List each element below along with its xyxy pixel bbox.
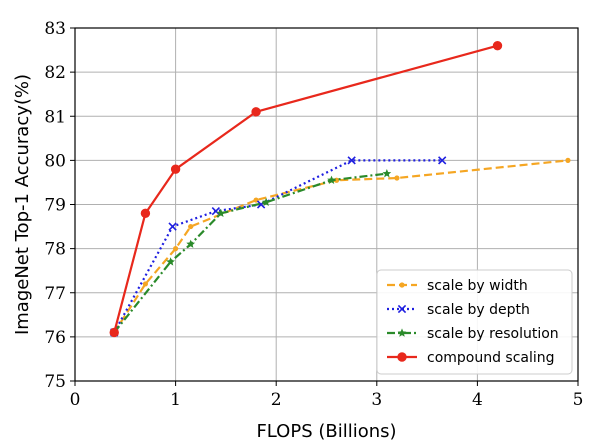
data-point	[397, 304, 407, 314]
legend-item: scale by depth	[387, 302, 530, 318]
legend-box	[376, 269, 573, 375]
y-tick-label: 75	[44, 372, 66, 392]
data-point	[109, 327, 119, 338]
series-layer	[109, 40, 571, 338]
x-tick-label: 4	[472, 390, 483, 410]
legend-label: compound scaling	[427, 350, 555, 366]
legend-label: scale by width	[427, 278, 528, 294]
legend-label: scale by resolution	[427, 326, 559, 342]
data-point	[186, 239, 196, 248]
x-tick-label: 2	[271, 390, 282, 410]
y-tick-label: 81	[44, 107, 66, 127]
data-point	[170, 164, 181, 174]
x-axis-label: FLOPS (Billions)	[256, 421, 396, 442]
data-point	[492, 40, 503, 51]
data-point	[140, 208, 151, 219]
y-tick-label: 80	[44, 151, 66, 171]
data-point	[251, 107, 261, 117]
legend-item: scale by width	[387, 278, 528, 294]
series-line	[113, 159, 443, 333]
x-tick-label: 1	[170, 390, 181, 410]
y-tick-label: 78	[44, 240, 66, 260]
series-line	[113, 159, 569, 334]
data-point	[142, 281, 149, 287]
y-tick-label: 79	[44, 196, 66, 216]
data-point	[394, 175, 400, 181]
x-tick-label: 5	[573, 390, 584, 410]
legend-label: scale by depth	[427, 302, 530, 318]
data-point	[173, 246, 179, 252]
ticks: 0 1 2 3 4 5 75 76 77 78 79 80 81 82 83	[44, 19, 583, 410]
legend-item: scale by resolution	[387, 326, 559, 342]
data-point	[168, 222, 177, 231]
data-point	[211, 206, 221, 216]
data-point	[216, 208, 226, 218]
data-point	[397, 328, 407, 337]
data-point	[438, 156, 447, 165]
data-point	[382, 169, 392, 178]
y-tick-label: 83	[44, 19, 66, 39]
data-point	[166, 257, 175, 266]
legend-item: compound scaling	[387, 350, 555, 366]
y-tick-label: 77	[44, 284, 66, 304]
data-point	[327, 175, 336, 184]
series-compound-scaling	[109, 40, 503, 338]
data-point	[261, 197, 271, 207]
x-tick-label: 3	[371, 390, 382, 410]
y-tick-label: 76	[44, 328, 66, 348]
data-point	[565, 157, 571, 163]
data-point	[399, 282, 405, 288]
data-point	[188, 223, 194, 230]
x-tick-label: 0	[70, 390, 81, 410]
legend: scale by width scale by depth scale by res…	[376, 269, 573, 375]
series-scale-by-resolution	[109, 169, 392, 337]
y-axis-label: ImageNet Top-1 Accuracy(%)	[12, 74, 33, 335]
y-tick-label: 82	[44, 63, 66, 83]
data-point	[347, 156, 356, 165]
data-point	[397, 352, 407, 362]
